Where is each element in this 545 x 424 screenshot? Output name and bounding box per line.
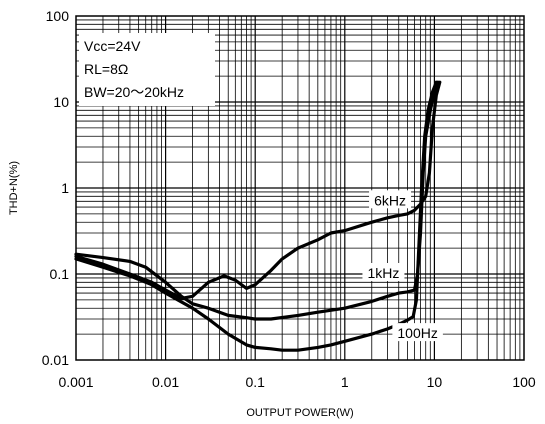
- annotation-line: Vcc=24V: [84, 38, 141, 54]
- tick-labels: 0.001 0.01 0.1 1 10 100 0.01 0.1 1 10 100: [42, 8, 536, 390]
- y-tick-label: 100: [46, 8, 70, 24]
- annotation-box: [79, 33, 215, 106]
- y-tick-label: 1: [61, 180, 69, 196]
- plot-frame: [75, 15, 525, 361]
- y-tick-label: 0.1: [50, 266, 70, 282]
- y-tick-label: 10: [53, 94, 69, 110]
- y-axis-title: THD+N(%): [8, 161, 20, 215]
- x-axis-title: OUTPUT POWER(W): [246, 407, 353, 419]
- series-line: [74, 80, 438, 352]
- data-series: 6kHz 1kHz 100Hz: [74, 80, 443, 352]
- x-tick-label: 10: [427, 374, 443, 390]
- annotation-line: BW=20～20kHz: [84, 84, 184, 100]
- x-tick-label: 100: [512, 374, 536, 390]
- condition-annotations: Vcc=24V RL=8Ω BW=20～20kHz: [79, 33, 215, 106]
- series-label-bg: [362, 263, 405, 281]
- series-label: 6kHz: [374, 192, 406, 208]
- x-tick-label: 0.01: [152, 374, 179, 390]
- series-label: 1kHz: [367, 265, 399, 281]
- annotation-line: RL=8Ω: [84, 61, 128, 77]
- series-label: 100Hz: [397, 325, 437, 341]
- series-label-bg: [392, 323, 443, 342]
- x-tick-label: 1: [341, 374, 349, 390]
- x-tick-label: 0.001: [58, 374, 93, 390]
- series-label-bg: [369, 190, 412, 209]
- x-tick-label: 0.1: [245, 374, 265, 390]
- y-tick-label: 0.01: [42, 352, 69, 368]
